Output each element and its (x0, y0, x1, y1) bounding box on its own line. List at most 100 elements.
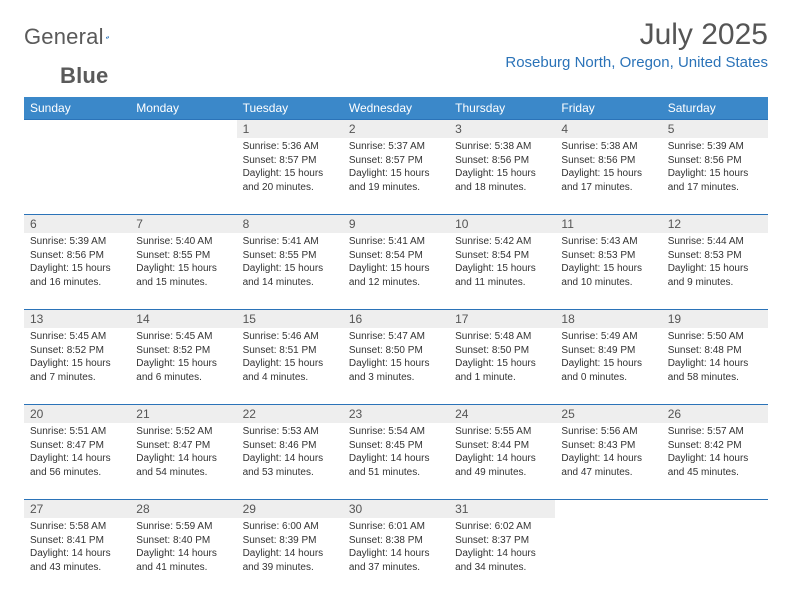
sunset-text: Sunset: 8:41 PM (30, 534, 124, 548)
daylight-text-2: and 49 minutes. (455, 466, 549, 480)
daylight-text-1: Daylight: 14 hours (243, 547, 337, 561)
calendar-day (130, 120, 236, 215)
calendar-day: 16Sunrise: 5:47 AMSunset: 8:50 PMDayligh… (343, 310, 449, 405)
calendar-day: 26Sunrise: 5:57 AMSunset: 8:42 PMDayligh… (662, 405, 768, 500)
calendar-header: SundayMondayTuesdayWednesdayThursdayFrid… (24, 97, 768, 120)
daylight-text-2: and 51 minutes. (349, 466, 443, 480)
daylight-text-1: Daylight: 15 hours (243, 357, 337, 371)
calendar-day: 3Sunrise: 5:38 AMSunset: 8:56 PMDaylight… (449, 120, 555, 215)
sunset-text: Sunset: 8:46 PM (243, 439, 337, 453)
daylight-text-2: and 56 minutes. (30, 466, 124, 480)
day-content: Sunrise: 5:43 AMSunset: 8:53 PMDaylight:… (555, 233, 661, 293)
day-number: 18 (555, 310, 661, 328)
sunset-text: Sunset: 8:54 PM (455, 249, 549, 263)
sunset-text: Sunset: 8:57 PM (243, 154, 337, 168)
day-number: 20 (24, 405, 130, 423)
weekday-header: Friday (555, 97, 661, 120)
sunset-text: Sunset: 8:44 PM (455, 439, 549, 453)
daylight-text-1: Daylight: 15 hours (136, 262, 230, 276)
sunrise-text: Sunrise: 6:01 AM (349, 520, 443, 534)
calendar-body: 1Sunrise: 5:36 AMSunset: 8:57 PMDaylight… (24, 120, 768, 595)
day-content: Sunrise: 5:51 AMSunset: 8:47 PMDaylight:… (24, 423, 130, 483)
daylight-text-2: and 1 minute. (455, 371, 549, 385)
day-content: Sunrise: 5:50 AMSunset: 8:48 PMDaylight:… (662, 328, 768, 388)
day-content: Sunrise: 6:01 AMSunset: 8:38 PMDaylight:… (343, 518, 449, 578)
day-number: 19 (662, 310, 768, 328)
daylight-text-1: Daylight: 14 hours (668, 357, 762, 371)
daylight-text-1: Daylight: 14 hours (561, 452, 655, 466)
calendar-day: 6Sunrise: 5:39 AMSunset: 8:56 PMDaylight… (24, 215, 130, 310)
daylight-text-1: Daylight: 15 hours (243, 167, 337, 181)
calendar-table: SundayMondayTuesdayWednesdayThursdayFrid… (24, 97, 768, 594)
day-content: Sunrise: 5:45 AMSunset: 8:52 PMDaylight:… (130, 328, 236, 388)
daylight-text-1: Daylight: 14 hours (243, 452, 337, 466)
daylight-text-2: and 34 minutes. (455, 561, 549, 575)
sunrise-text: Sunrise: 5:51 AM (30, 425, 124, 439)
calendar-day: 7Sunrise: 5:40 AMSunset: 8:55 PMDaylight… (130, 215, 236, 310)
sunrise-text: Sunrise: 5:39 AM (668, 140, 762, 154)
calendar-day (24, 120, 130, 215)
day-content: Sunrise: 5:46 AMSunset: 8:51 PMDaylight:… (237, 328, 343, 388)
sunset-text: Sunset: 8:51 PM (243, 344, 337, 358)
weekday-header: Saturday (662, 97, 768, 120)
daylight-text-1: Daylight: 14 hours (455, 547, 549, 561)
sunset-text: Sunset: 8:47 PM (30, 439, 124, 453)
logo: General (24, 18, 130, 50)
calendar-day: 4Sunrise: 5:38 AMSunset: 8:56 PMDaylight… (555, 120, 661, 215)
daylight-text-2: and 20 minutes. (243, 181, 337, 195)
daylight-text-1: Daylight: 14 hours (30, 547, 124, 561)
day-content: Sunrise: 5:52 AMSunset: 8:47 PMDaylight:… (130, 423, 236, 483)
calendar-week: 20Sunrise: 5:51 AMSunset: 8:47 PMDayligh… (24, 405, 768, 500)
sunrise-text: Sunrise: 5:41 AM (349, 235, 443, 249)
weekday-header: Tuesday (237, 97, 343, 120)
calendar-day: 12Sunrise: 5:44 AMSunset: 8:53 PMDayligh… (662, 215, 768, 310)
daylight-text-2: and 14 minutes. (243, 276, 337, 290)
sunrise-text: Sunrise: 5:59 AM (136, 520, 230, 534)
daylight-text-2: and 17 minutes. (561, 181, 655, 195)
day-content: Sunrise: 5:37 AMSunset: 8:57 PMDaylight:… (343, 138, 449, 198)
daylight-text-2: and 18 minutes. (455, 181, 549, 195)
day-number: 4 (555, 120, 661, 138)
daylight-text-2: and 47 minutes. (561, 466, 655, 480)
logo-text-1: General (24, 24, 104, 50)
day-content: Sunrise: 5:42 AMSunset: 8:54 PMDaylight:… (449, 233, 555, 293)
sunset-text: Sunset: 8:52 PM (136, 344, 230, 358)
sunrise-text: Sunrise: 5:39 AM (30, 235, 124, 249)
day-number: 5 (662, 120, 768, 138)
daylight-text-1: Daylight: 14 hours (455, 452, 549, 466)
calendar-day: 10Sunrise: 5:42 AMSunset: 8:54 PMDayligh… (449, 215, 555, 310)
daylight-text-1: Daylight: 15 hours (561, 167, 655, 181)
weekday-header: Monday (130, 97, 236, 120)
day-number: 1 (237, 120, 343, 138)
day-content: Sunrise: 5:36 AMSunset: 8:57 PMDaylight:… (237, 138, 343, 198)
sunset-text: Sunset: 8:39 PM (243, 534, 337, 548)
sunrise-text: Sunrise: 5:43 AM (561, 235, 655, 249)
day-number: 14 (130, 310, 236, 328)
daylight-text-2: and 58 minutes. (668, 371, 762, 385)
sunrise-text: Sunrise: 5:57 AM (668, 425, 762, 439)
day-number: 26 (662, 405, 768, 423)
sunrise-text: Sunrise: 5:45 AM (30, 330, 124, 344)
day-content: Sunrise: 5:41 AMSunset: 8:55 PMDaylight:… (237, 233, 343, 293)
sunset-text: Sunset: 8:42 PM (668, 439, 762, 453)
day-content: Sunrise: 5:49 AMSunset: 8:49 PMDaylight:… (555, 328, 661, 388)
day-content: Sunrise: 5:58 AMSunset: 8:41 PMDaylight:… (24, 518, 130, 578)
day-content: Sunrise: 5:41 AMSunset: 8:54 PMDaylight:… (343, 233, 449, 293)
calendar-day: 17Sunrise: 5:48 AMSunset: 8:50 PMDayligh… (449, 310, 555, 405)
daylight-text-1: Daylight: 15 hours (668, 262, 762, 276)
sunrise-text: Sunrise: 5:46 AM (243, 330, 337, 344)
sunrise-text: Sunrise: 6:02 AM (455, 520, 549, 534)
sunset-text: Sunset: 8:53 PM (561, 249, 655, 263)
daylight-text-2: and 17 minutes. (668, 181, 762, 195)
logo-text-2: Blue (60, 63, 108, 89)
day-content: Sunrise: 5:40 AMSunset: 8:55 PMDaylight:… (130, 233, 236, 293)
day-number: 31 (449, 500, 555, 518)
title-block: July 2025 Roseburg North, Oregon, United… (505, 18, 768, 71)
calendar-day (555, 500, 661, 595)
day-number: 6 (24, 215, 130, 233)
sunrise-text: Sunrise: 5:56 AM (561, 425, 655, 439)
weekday-header: Thursday (449, 97, 555, 120)
daylight-text-1: Daylight: 15 hours (30, 357, 124, 371)
daylight-text-1: Daylight: 15 hours (455, 357, 549, 371)
sunrise-text: Sunrise: 5:49 AM (561, 330, 655, 344)
